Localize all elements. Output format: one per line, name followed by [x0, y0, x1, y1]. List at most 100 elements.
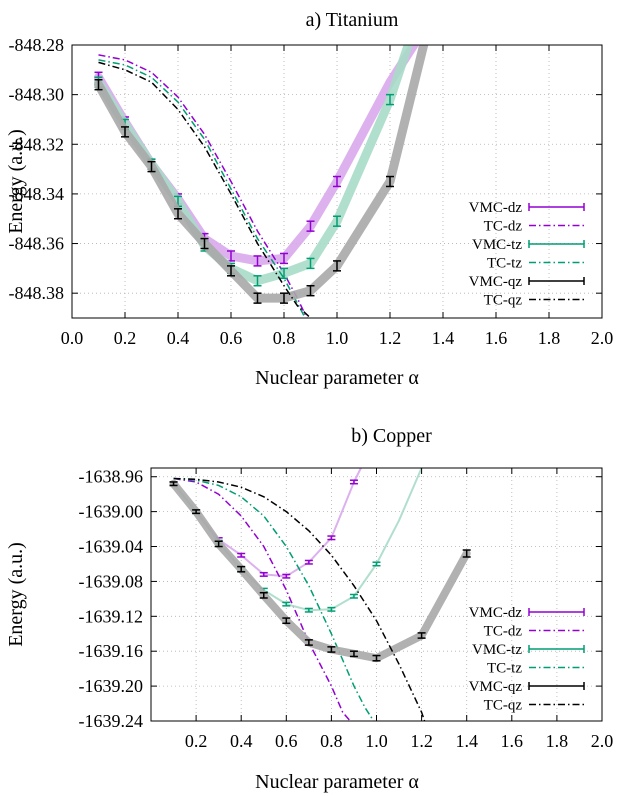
y-tick-label: -1639.04	[79, 537, 144, 557]
error-bar	[306, 284, 315, 297]
y-tick-label: -1639.20	[79, 676, 144, 696]
x-tick-label: 0.0	[61, 328, 84, 348]
y-axis-label: Energy (a.u.)	[5, 129, 27, 234]
ticks	[151, 468, 603, 722]
series-band	[94, 45, 429, 303]
x-tick-label: 1.8	[546, 731, 569, 751]
x-tick-label: 2.0	[591, 328, 614, 348]
legend-item: VMC-qz	[469, 679, 585, 695]
grid	[151, 468, 602, 721]
x-tick-label: 0.4	[230, 731, 253, 751]
x-tick-label: 1.6	[501, 731, 524, 751]
x-axis-label: Nuclear parameter α	[255, 367, 419, 389]
error-bar	[192, 509, 201, 515]
error-bar	[253, 292, 262, 304]
legend-label: TC-dz	[484, 219, 523, 235]
y-tick-label: -1639.08	[79, 571, 144, 591]
series-band	[169, 479, 471, 663]
error-bar	[333, 260, 341, 272]
grid	[72, 45, 602, 318]
plot-frame	[150, 467, 603, 722]
legend-item: VMC-dz	[469, 200, 585, 216]
series-VMC-tz	[169, 468, 423, 613]
legend-label: TC-qz	[484, 698, 523, 714]
y-tick-label: -848.34	[9, 184, 65, 204]
error-bar	[462, 549, 471, 558]
x-tick-label: 1.2	[379, 328, 402, 348]
y-tick-label: -848.38	[9, 283, 65, 303]
error-bar	[253, 255, 262, 267]
legend-item: VMC-dz	[469, 605, 585, 621]
x-tick-label: 1.2	[410, 731, 433, 751]
legend-label: VMC-qz	[469, 679, 523, 695]
series-band	[94, 45, 420, 266]
error-bar	[259, 592, 268, 599]
error-bar	[280, 267, 288, 280]
legend: VMC-dz TC-dz VMC-tz TC-tz VMC-qz TC-qz	[469, 605, 585, 714]
x-tick-label: 0.6	[275, 731, 298, 751]
x-tick-label: 2.0	[591, 731, 614, 751]
y-tick-label: -1638.96	[79, 467, 144, 487]
y-tick-label: -1639.24	[79, 711, 144, 731]
chart-title: a) Titanium	[306, 9, 399, 31]
error-bar	[304, 639, 313, 646]
error-bar	[333, 215, 341, 227]
error-bar	[280, 292, 288, 304]
error-bar	[372, 654, 381, 662]
legend-item: VMC-tz	[472, 642, 585, 658]
series-band	[94, 45, 413, 286]
y-tick-label: -1639.16	[79, 641, 144, 661]
x-tick-label: 1.0	[326, 328, 349, 348]
error-bar	[349, 650, 358, 658]
series-line	[98, 54, 308, 318]
y-tick-label: -848.30	[9, 85, 65, 105]
error-bar	[174, 208, 182, 220]
error-bar	[349, 593, 358, 599]
x-tick-label: 0.2	[114, 328, 137, 348]
legend-label: TC-qz	[484, 293, 523, 309]
legend-label: VMC-tz	[472, 642, 522, 658]
chart-copper: 0.2 0.4 0.6 0.8 1.0 1.2 1.4 1.6 1.8 2.0 -1638.96 -1…	[5, 425, 613, 793]
series-line	[98, 59, 307, 318]
series-VMC-qz	[94, 45, 429, 304]
legend-label: TC-tz	[487, 256, 522, 272]
series-VMC-qz	[169, 479, 471, 663]
error-bar	[259, 571, 268, 577]
legend-item: TC-qz	[484, 293, 584, 309]
error-bar	[282, 601, 291, 607]
series-line	[173, 477, 426, 721]
error-bar	[121, 126, 129, 138]
chart-title: b) Copper	[351, 425, 432, 447]
error-bar	[386, 175, 394, 188]
error-bar	[417, 632, 426, 639]
series-line	[173, 477, 352, 721]
legend-label: VMC-qz	[469, 274, 523, 290]
ticks	[71, 44, 603, 318]
legend-item: TC-qz	[484, 698, 584, 714]
legend: VMC-dz TC-dz VMC-tz TC-tz VMC-qz TC-qz	[469, 200, 585, 309]
error-bar	[349, 479, 358, 485]
x-tick-label: 1.4	[455, 731, 478, 751]
series-TC-dz	[98, 54, 308, 318]
legend-label: VMC-dz	[469, 200, 523, 216]
error-bar	[280, 252, 288, 265]
legend-item: VMC-qz	[469, 274, 585, 290]
legend-label: TC-tz	[487, 661, 522, 677]
plot-area	[94, 45, 429, 318]
y-axis-label: Energy (a.u.)	[5, 542, 27, 647]
error-bar	[237, 565, 246, 573]
error-bar	[94, 78, 103, 91]
series-TC-dz	[173, 477, 352, 721]
error-bar	[327, 606, 336, 612]
error-bar	[306, 220, 315, 232]
error-bar	[327, 646, 336, 653]
x-tick-label: 0.4	[167, 328, 190, 348]
x-axis-label: Nuclear parameter α	[255, 771, 419, 793]
error-bar	[386, 93, 394, 106]
error-bar	[372, 561, 381, 567]
error-bar	[237, 552, 246, 558]
series-TC-qz	[98, 61, 312, 318]
series-TC-tz	[98, 59, 307, 318]
legend-item: TC-tz	[487, 256, 584, 272]
